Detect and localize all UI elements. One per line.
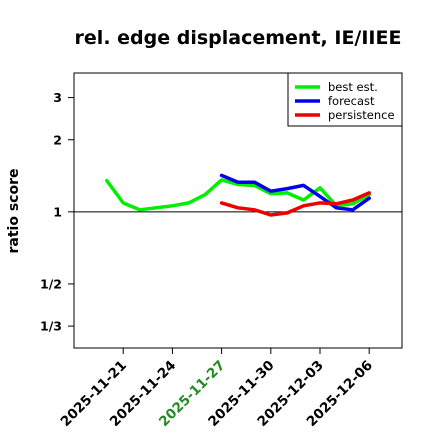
- chart-title: rel. edge displacement, IE/IIEE: [75, 27, 402, 49]
- y-tick-label: 1/2: [40, 276, 62, 291]
- y-tick-label: 1: [53, 204, 62, 219]
- legend-label: best est.: [328, 80, 378, 94]
- legend-label: persistence: [328, 108, 395, 122]
- series-line-best-est: [105, 178, 371, 212]
- y-tick-label: 2: [53, 132, 62, 147]
- series-line-forecast: [219, 173, 371, 212]
- y-tick-label: 1/3: [40, 319, 62, 334]
- y-tick-label: 3: [53, 90, 62, 105]
- legend-label: forecast: [328, 94, 375, 108]
- series-line-persistence: [219, 191, 371, 217]
- plot-area: [73, 72, 403, 349]
- y-axis-label: ratio score: [6, 169, 22, 254]
